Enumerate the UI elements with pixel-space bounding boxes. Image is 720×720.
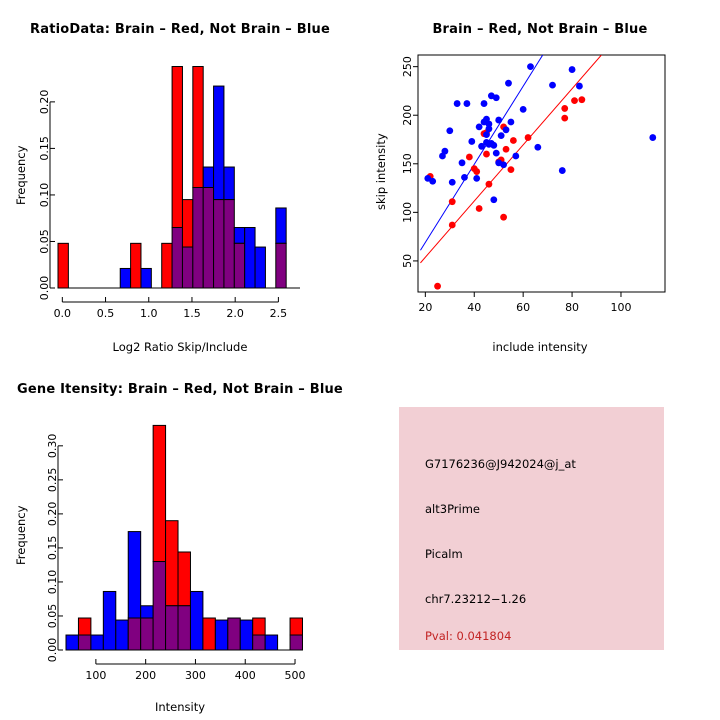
gene-panel-title: Gene Itensity: Brain – Red, Not Brain – …: [17, 382, 343, 397]
svg-text:0.00: 0.00: [46, 638, 59, 663]
svg-text:1.5: 1.5: [183, 307, 201, 320]
svg-text:0.20: 0.20: [38, 90, 51, 115]
pvalue-text: Pval: 0.041804: [425, 629, 512, 643]
svg-text:1.0: 1.0: [140, 307, 158, 320]
svg-text:150: 150: [401, 153, 414, 174]
svg-text:200: 200: [401, 105, 414, 126]
svg-text:100: 100: [610, 301, 631, 314]
genomic-location-text: chr7.23212−1.26: [425, 592, 527, 606]
svg-text:0.05: 0.05: [38, 229, 51, 254]
scatter-x-axis-label: include intensity: [492, 340, 588, 354]
gene-x-axis-label: Intensity: [154, 700, 206, 714]
svg-text:400: 400: [235, 669, 256, 682]
svg-text:200: 200: [135, 669, 156, 682]
ratio-panel-title: RatioData: Brain – Red, Not Brain – Blue: [30, 22, 330, 37]
scatter-y-axis-label: skip intensity: [374, 133, 388, 210]
svg-text:50: 50: [401, 254, 414, 268]
event-type-text: alt3Prime: [425, 502, 481, 516]
svg-text:0.25: 0.25: [46, 468, 59, 493]
svg-text:0.30: 0.30: [46, 434, 59, 459]
intensity-scatter-plot: 50 100 150 200 250 20 40 60 80 100: [401, 54, 666, 314]
svg-text:100: 100: [401, 202, 414, 223]
svg-text:250: 250: [401, 56, 414, 77]
svg-text:0.5: 0.5: [97, 307, 115, 320]
panel-gene-intensity-histogram: Gene Itensity: Brain – Red, Not Brain – …: [0, 360, 360, 720]
svg-text:0.15: 0.15: [46, 536, 59, 561]
gene-symbol-text: Picalm: [425, 547, 463, 561]
svg-text:60: 60: [516, 301, 530, 314]
svg-text:0.05: 0.05: [46, 604, 59, 629]
panel-intensity-scatter: Brain – Red, Not Brain – Blue 50 100 150 20…: [360, 0, 720, 360]
gene-y-axis-label: Frequency: [14, 505, 28, 565]
svg-text:0.00: 0.00: [38, 276, 51, 301]
ratio-histogram-plot: 0.00 0.05 0.10 0.15 0.20 0.0 0.5 1.0 1.5 2.0 2.5: [38, 66, 300, 320]
svg-text:500: 500: [285, 669, 306, 682]
panel-ratio-histogram: RatioData: Brain – Red, Not Brain – Blue…: [0, 0, 360, 360]
scatter-panel-title: Brain – Red, Not Brain – Blue: [432, 22, 648, 37]
svg-text:0.10: 0.10: [46, 570, 59, 595]
ratio-x-axis-label: Log2 Ratio Skip/Include: [112, 340, 248, 354]
svg-text:2.0: 2.0: [226, 307, 244, 320]
svg-text:40: 40: [467, 301, 481, 314]
svg-text:0.20: 0.20: [46, 502, 59, 527]
svg-text:0.10: 0.10: [38, 183, 51, 208]
gene-info-box: G7176236@J942024@j_at alt3Prime Picalm c…: [399, 407, 664, 650]
gene-intensity-histogram-plot: 0.00 0.05 0.10 0.15 0.20 0.25 0.30 100 200 300 400…: [46, 424, 306, 682]
svg-text:100: 100: [85, 669, 106, 682]
panel-gene-info: G7176236@J942024@j_at alt3Prime Picalm c…: [360, 360, 720, 720]
probe-id-text: G7176236@J942024@j_at: [425, 457, 576, 471]
svg-text:2.5: 2.5: [270, 307, 288, 320]
svg-text:0.15: 0.15: [38, 136, 51, 161]
svg-text:20: 20: [418, 301, 432, 314]
svg-text:300: 300: [185, 669, 206, 682]
ratio-y-axis-label: Frequency: [14, 145, 28, 205]
svg-text:80: 80: [565, 301, 579, 314]
svg-text:0.0: 0.0: [54, 307, 72, 320]
